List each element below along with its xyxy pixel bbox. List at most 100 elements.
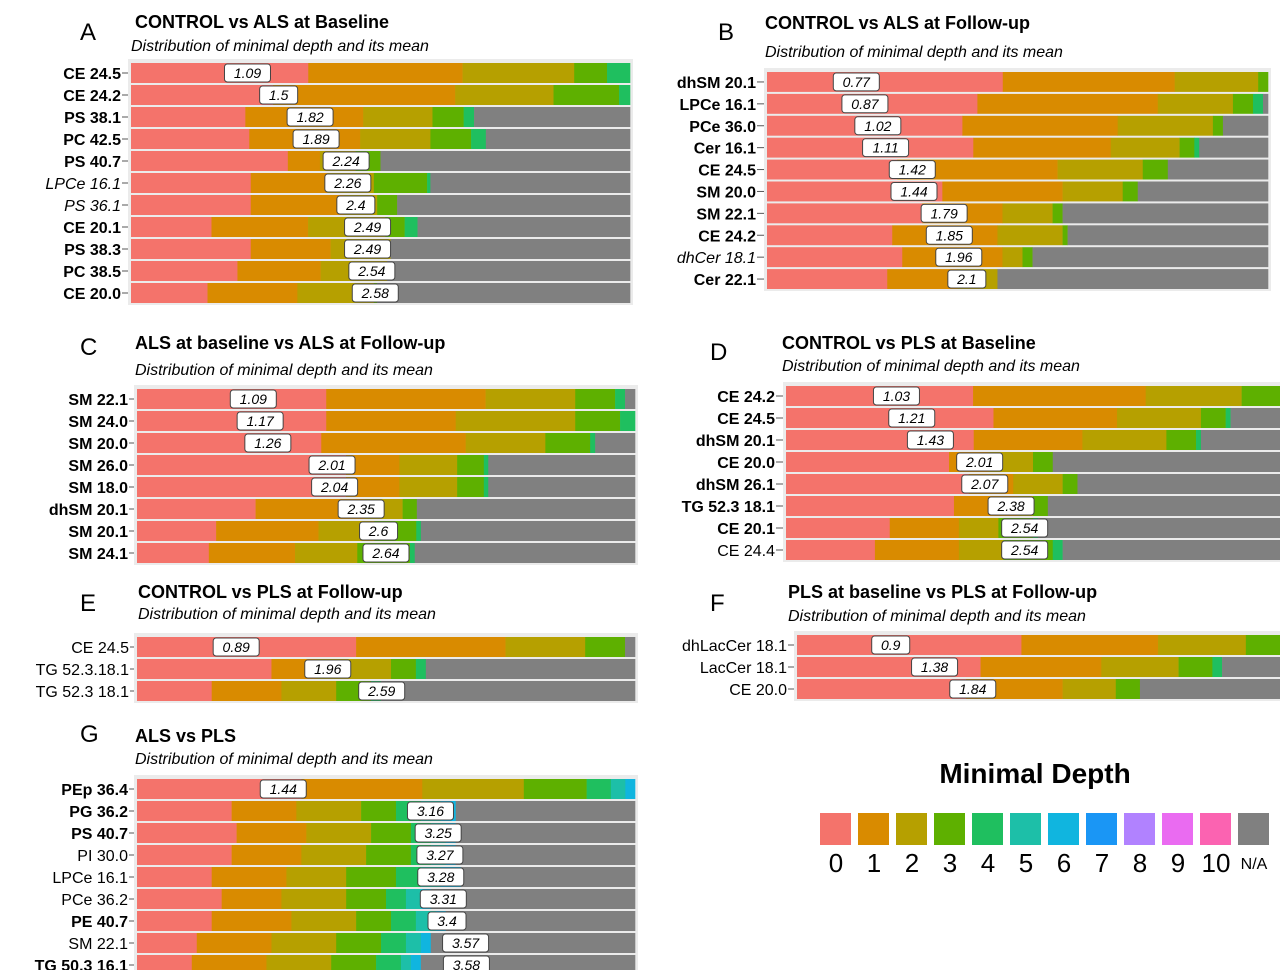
mean-label-box-b (947, 269, 987, 289)
bar-segment-b (1117, 115, 1214, 136)
row-label-a: CE 20.0 (63, 286, 121, 303)
row-label-d: CE 24.4 (717, 543, 775, 560)
bar-segment-c (625, 389, 636, 409)
mean-label-box-a (322, 151, 370, 171)
row-label-e: TG 52.3.18.1 (36, 662, 129, 679)
panel-title-d: CONTROL vs PLS at Baseline (782, 333, 1036, 353)
mean-label-g: 3.31 (430, 891, 457, 907)
bar-segment-g (236, 823, 307, 843)
bar-segment-b (1122, 181, 1139, 202)
bar-segment-d (973, 430, 1083, 450)
mean-label-box-g (416, 845, 464, 865)
bar-segment-b (997, 269, 1269, 289)
mean-label-b: 2.1 (956, 271, 976, 287)
row-label-b: dhCer 18.1 (677, 250, 756, 267)
bar-segment-g (331, 955, 377, 975)
bar-segment-a (131, 63, 309, 83)
mean-label-box-a (336, 195, 376, 215)
bar-segment-g (191, 955, 267, 975)
mean-label-g: 3.27 (426, 847, 454, 863)
mean-label-e: 0.89 (223, 639, 250, 655)
bar-segment-d (1116, 408, 1202, 428)
legend-swatch (896, 813, 927, 845)
bar-segment-d (889, 518, 960, 538)
bar-segment-d (1166, 430, 1197, 450)
panel-subtitle-g: Distribution of minimal depth and its me… (135, 751, 433, 768)
mean-label-box-g (427, 911, 467, 931)
row-label-b: dhSM 20.1 (677, 75, 756, 92)
mean-label-box-b (888, 160, 936, 180)
bar-segment-b (897, 159, 1058, 180)
mean-label-box-e (212, 637, 260, 657)
bar-segment-b (767, 203, 923, 224)
mean-label-box-c (359, 521, 399, 541)
bar-segment-g (586, 779, 612, 799)
bar-segment-g (137, 911, 212, 931)
bar-segment-e (415, 659, 427, 679)
bar-segment-a (131, 195, 252, 215)
bar-segment-f (1222, 657, 1280, 677)
bar-segment-g (395, 867, 422, 887)
mean-label-g: 3.16 (417, 803, 444, 819)
bar-segment-c (345, 455, 400, 475)
bar-segment-d (958, 518, 999, 538)
bar-segment-g (445, 911, 636, 931)
mean-label-b: 1.42 (899, 162, 926, 178)
mean-label-a: 2.24 (331, 153, 359, 169)
bar-segment-g (346, 867, 397, 887)
bar-segment-c (416, 521, 422, 541)
bar-segment-b (1052, 203, 1063, 224)
mean-label-b: 1.96 (945, 249, 972, 265)
mean-label-c: 2.35 (347, 501, 375, 517)
bar-segment-g (625, 779, 636, 799)
mean-label-d: 1.03 (883, 388, 910, 404)
mean-label-a: 1.89 (302, 131, 329, 147)
row-label-e: CE 24.5 (71, 640, 129, 657)
legend-label: 6 (1056, 848, 1072, 878)
bar-segment-g (361, 801, 397, 821)
bar-segment-f (797, 679, 967, 699)
legend-swatch (1048, 813, 1079, 845)
bar-segment-c (409, 543, 416, 563)
legend-swatch (1086, 813, 1117, 845)
mean-label-d: 1.21 (898, 410, 925, 426)
mean-label-c: 2.64 (371, 545, 399, 561)
bar-segment-g (523, 779, 587, 799)
bar-segment-d (1047, 496, 1280, 516)
mean-label-a: 1.5 (269, 87, 289, 103)
bar-segment-e (390, 659, 417, 679)
mean-label-box-b (890, 182, 938, 201)
mean-label-box-b (925, 225, 973, 245)
mean-label-box-d (956, 452, 1004, 472)
mean-label-g: 3.58 (453, 957, 480, 970)
legend-label: 5 (1018, 848, 1034, 878)
bar-segment-a (553, 85, 620, 105)
bar-segment-c (137, 433, 322, 453)
bar-segment-b (1262, 93, 1269, 114)
bar-segment-g (455, 823, 636, 843)
bar-segment-a (485, 129, 631, 149)
mean-label-e: 1.96 (314, 661, 341, 677)
bar-segment-c (216, 521, 319, 541)
panel-subtitle-a: Distribution of minimal depth and its me… (131, 38, 429, 55)
bar-segment-a (131, 85, 274, 105)
bar-segment-b (767, 159, 898, 180)
row-label-f: CE 20.0 (729, 682, 787, 699)
row-label-g: PE 40.7 (71, 914, 128, 931)
bar-segment-a (474, 107, 631, 127)
bar-segment-d (1082, 430, 1167, 450)
bar-segment-a (131, 151, 289, 171)
mean-label-box-b (832, 72, 880, 92)
bar-segment-g (405, 889, 422, 909)
legend-title: Minimal Depth (939, 758, 1131, 789)
panel-letter-b: B (718, 19, 734, 46)
bar-segment-f (1115, 679, 1141, 699)
bar-segment-c (416, 499, 636, 519)
row-label-c: SM 24.0 (68, 414, 128, 431)
row-label-f: LacCer 18.1 (700, 660, 787, 677)
mean-label-box-b (920, 203, 968, 223)
bar-segment-c (137, 411, 327, 431)
bar-segment-b (1022, 247, 1033, 268)
bar-segment-d (1052, 540, 1063, 560)
